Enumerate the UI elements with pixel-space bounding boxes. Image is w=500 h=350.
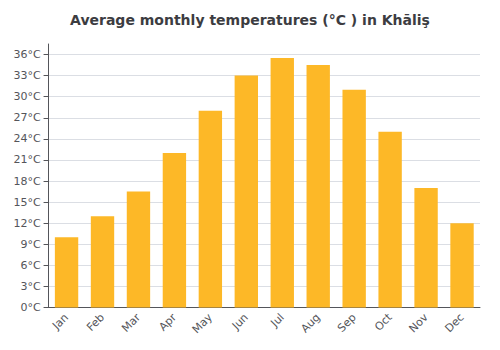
svg-text:3°C: 3°C xyxy=(20,280,40,293)
svg-text:Mar: Mar xyxy=(119,311,143,335)
svg-text:12°C: 12°C xyxy=(13,217,40,230)
svg-text:May: May xyxy=(190,311,216,337)
svg-text:Nov: Nov xyxy=(406,311,431,336)
svg-text:30°C: 30°C xyxy=(13,90,40,103)
svg-text:18°C: 18°C xyxy=(13,175,40,188)
svg-text:6°C: 6°C xyxy=(20,259,40,272)
svg-text:36°C: 36°C xyxy=(13,48,40,61)
svg-text:21°C: 21°C xyxy=(13,153,40,166)
svg-text:Jul: Jul xyxy=(268,311,287,330)
svg-text:33°C: 33°C xyxy=(13,69,40,82)
svg-text:Average monthly temperatures (: Average monthly temperatures (°C ) in Kh… xyxy=(70,12,430,28)
svg-text:Feb: Feb xyxy=(84,311,107,334)
svg-text:Jan: Jan xyxy=(49,311,71,333)
svg-text:15°C: 15°C xyxy=(13,196,40,209)
svg-text:Dec: Dec xyxy=(442,311,466,335)
svg-text:Aug: Aug xyxy=(298,311,322,335)
svg-text:Jun: Jun xyxy=(229,311,251,333)
svg-text:Sep: Sep xyxy=(335,311,359,335)
svg-text:Oct: Oct xyxy=(372,310,395,333)
svg-text:0°C: 0°C xyxy=(20,301,40,314)
svg-text:27°C: 27°C xyxy=(13,111,40,124)
svg-text:Apr: Apr xyxy=(156,311,179,334)
svg-text:9°C: 9°C xyxy=(20,238,40,251)
svg-text:24°C: 24°C xyxy=(13,132,40,145)
